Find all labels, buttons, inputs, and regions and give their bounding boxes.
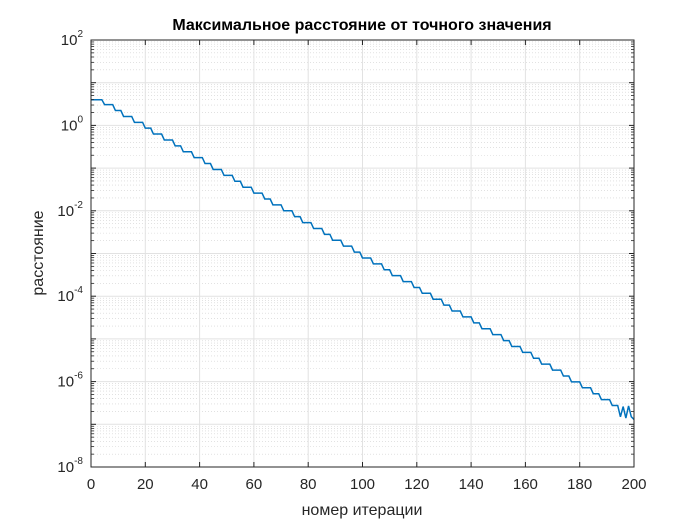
y-axis-label: расстояние <box>30 210 47 295</box>
x-tick-label: 0 <box>87 476 95 493</box>
chart-title: Максимальное расстояние от точного значе… <box>172 17 551 34</box>
y-tick-label: 10-8 <box>57 456 83 476</box>
x-axis-label: номер итерации <box>302 502 423 519</box>
y-tick-label: 10-2 <box>57 200 83 220</box>
y-tick-labels: 102 100 10-2 10-4 10-6 10-8 <box>57 29 83 476</box>
x-tick-label: 180 <box>567 476 592 493</box>
y-tick-label: 10-6 <box>57 371 83 391</box>
x-tick-labels: 0 20 40 60 80 100 120 140 160 180 200 <box>87 476 647 493</box>
x-tick-label: 80 <box>300 476 317 493</box>
x-tick-label: 160 <box>513 476 538 493</box>
x-tick-label: 40 <box>191 476 208 493</box>
x-tick-label: 140 <box>459 476 484 493</box>
y-tick-label: 102 <box>61 29 84 49</box>
x-tick-label: 200 <box>621 476 646 493</box>
y-tick-label: 10-4 <box>57 285 83 305</box>
x-tick-label: 100 <box>350 476 375 493</box>
grid <box>90 39 635 468</box>
series-line <box>91 98 635 420</box>
axis-ticks <box>90 39 635 468</box>
x-tick-label: 20 <box>137 476 154 493</box>
y-tick-label: 100 <box>61 114 84 134</box>
x-tick-label: 120 <box>404 476 429 493</box>
x-tick-label: 60 <box>246 476 263 493</box>
